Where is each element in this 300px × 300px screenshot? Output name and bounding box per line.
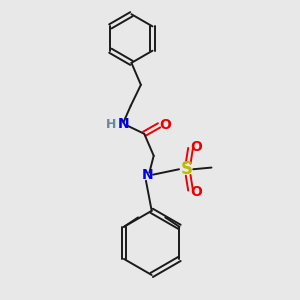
Text: S: S	[181, 160, 193, 178]
Text: O: O	[159, 118, 171, 132]
Text: N: N	[142, 168, 153, 182]
Text: O: O	[191, 185, 203, 199]
Text: N: N	[118, 117, 130, 131]
Text: O: O	[191, 140, 203, 154]
Text: H: H	[106, 118, 117, 131]
